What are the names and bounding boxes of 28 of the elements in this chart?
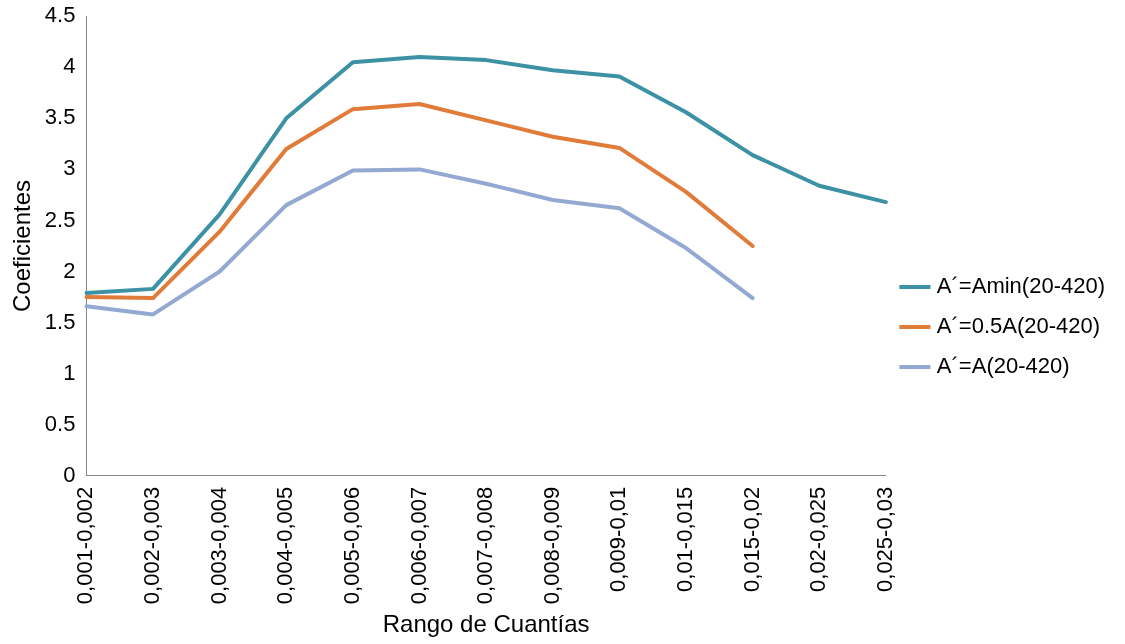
y-tick-label: 2 bbox=[63, 257, 76, 283]
x-tick-label: 0,003-0,004 bbox=[205, 486, 231, 605]
x-tick-label: 0,001-0,002 bbox=[72, 486, 98, 605]
y-tick-label: 3.5 bbox=[44, 104, 76, 130]
y-tick-label: 1.5 bbox=[44, 308, 76, 334]
y-tick-label: 2.5 bbox=[44, 206, 76, 232]
x-tick-label: 0,005-0,006 bbox=[338, 486, 364, 605]
x-tick-label: 0,009-0,01 bbox=[605, 486, 631, 592]
x-tick-label: 0,007-0,008 bbox=[472, 486, 498, 605]
x-tick-label: 0,02-0,025 bbox=[805, 486, 831, 592]
legend-label: A´=0.5A(20-420) bbox=[936, 313, 1101, 339]
x-tick-label: 0,006-0,007 bbox=[405, 486, 431, 605]
y-tick-label: 3 bbox=[63, 155, 76, 181]
legend-label: A´=A(20-420) bbox=[936, 353, 1070, 379]
x-tick-label: 0,025-0,03 bbox=[871, 486, 897, 592]
y-tick-label: 4.5 bbox=[44, 2, 76, 28]
x-tick-label: 0,01-0,015 bbox=[672, 486, 698, 592]
y-tick-label: 1 bbox=[63, 359, 76, 385]
x-axis-title: Rango de Cuantías bbox=[382, 610, 590, 638]
y-tick-label: 0.5 bbox=[44, 410, 76, 436]
y-axis-title: Coeficientes bbox=[8, 179, 36, 313]
x-tick-label: 0,008-0,009 bbox=[538, 486, 564, 605]
y-tick-label: 4 bbox=[63, 53, 76, 79]
y-tick-label: 0 bbox=[63, 461, 76, 487]
x-tick-label: 0,015-0,02 bbox=[738, 486, 764, 592]
x-tick-label: 0,004-0,005 bbox=[272, 486, 298, 605]
legend-label: A´=Amin(20-420) bbox=[936, 273, 1106, 299]
x-tick-label: 0,002-0,003 bbox=[139, 486, 165, 605]
